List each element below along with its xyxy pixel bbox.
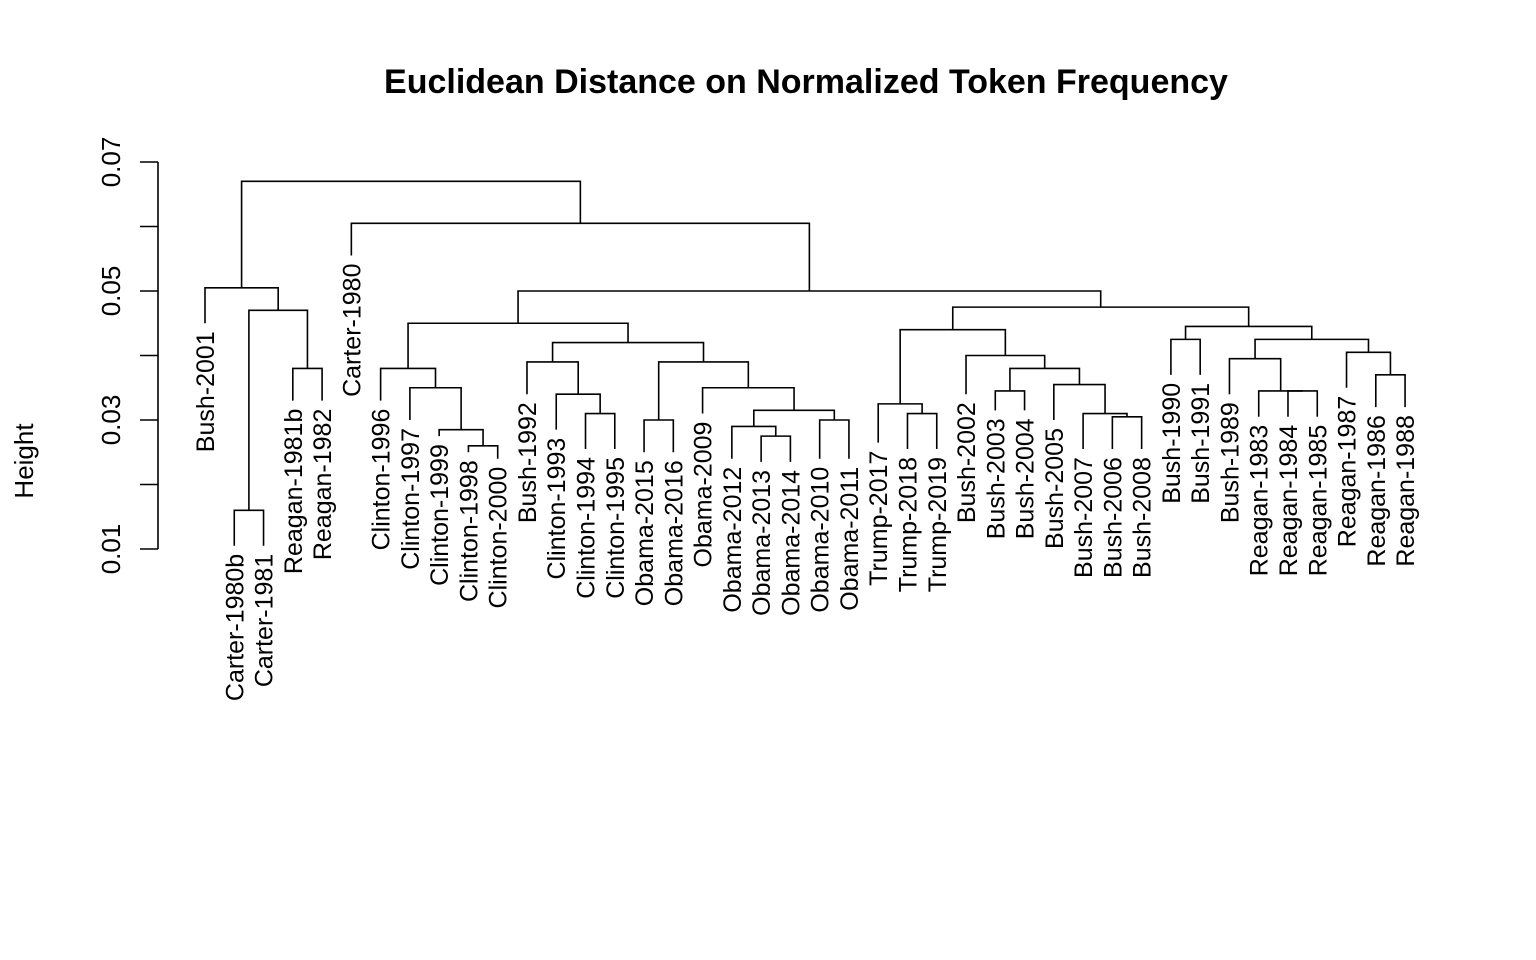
leaf-label: Clinton-1994 [573, 457, 601, 599]
leaf-label: Reagan-1986 [1363, 415, 1391, 567]
merge-link [1254, 338, 1370, 359]
leaf-label: Clinton-1993 [543, 438, 571, 580]
leaf-label: Reagan-1988 [1392, 415, 1420, 567]
leaf-label: Clinton-1996 [368, 409, 396, 551]
merge-link [1170, 338, 1201, 375]
leaf-label: Bush-2002 [953, 402, 981, 523]
merge-link [526, 361, 579, 395]
leaf-label: Bush-2007 [1070, 457, 1098, 578]
merge-link [1184, 325, 1313, 340]
leaf-label: Trump-2017 [865, 451, 893, 586]
y-tick-label: 0.03 [96, 395, 126, 446]
merge-link [1345, 351, 1392, 388]
merge-link [204, 286, 279, 324]
leaf-label: Bush-1990 [1158, 383, 1186, 504]
y-axis: 0.01 0.03 0.05 0.07 [96, 137, 159, 575]
merge-link [1009, 367, 1081, 391]
leaf-label: Carter-1981 [251, 554, 279, 687]
leaf-label: Clinton-1998 [455, 460, 483, 602]
leaf-label: Bush-1992 [514, 402, 542, 523]
leaf-label: Bush-2005 [1041, 428, 1069, 549]
leaf-label: Obama-2009 [690, 422, 718, 568]
merge-link [467, 445, 499, 459]
leaf-label: Bush-1989 [1216, 402, 1244, 523]
merge-link [555, 393, 601, 430]
merge-link [994, 390, 1026, 411]
leaf-label: Clinton-1997 [397, 428, 425, 570]
merge-link [818, 419, 850, 459]
merge-link [1228, 357, 1282, 395]
y-tick-label: 0.07 [96, 137, 126, 188]
leaf-label: Bush-2004 [1012, 418, 1040, 539]
dendrogram-links [204, 180, 1406, 546]
leaf-label: Reagan-1984 [1275, 425, 1303, 577]
merge-link [551, 341, 705, 362]
leaf-label: Trump-2018 [894, 457, 922, 592]
merge-link [877, 403, 923, 443]
leaf-label: Clinton-2000 [485, 467, 513, 609]
leaf-label: Trump-2019 [924, 457, 952, 592]
leaf-label: Bush-1991 [1187, 383, 1215, 504]
merge-link [731, 425, 777, 459]
leaf-label: Reagan-1983 [1246, 425, 1274, 577]
merge-link [643, 419, 675, 453]
y-tick-label: 0.05 [96, 266, 126, 317]
leaf-label: Obama-2012 [719, 467, 747, 613]
leaf-label: Reagan-1987 [1334, 396, 1362, 548]
merge-link [753, 409, 836, 427]
merge-link [584, 412, 616, 450]
leaf-label: Obama-2015 [631, 460, 659, 606]
leaf-label: Clinton-1999 [426, 444, 454, 586]
leaf-label: Reagan-1985 [1304, 425, 1332, 577]
leaf-label: Obama-2011 [836, 467, 864, 611]
leaf-label: Bush-2003 [982, 418, 1010, 539]
leaf-label: Obama-2010 [807, 467, 835, 613]
merge-link [1257, 390, 1303, 417]
leaf-label: Reagan-1982 [309, 409, 337, 561]
merge-link [965, 354, 1046, 395]
leaf-label: Obama-2016 [660, 460, 688, 606]
leaf-label: Bush-2001 [192, 331, 220, 452]
merge-link [379, 367, 437, 401]
leaf-label: Obama-2014 [777, 470, 805, 616]
merge-link [1082, 412, 1128, 450]
merge-link [350, 222, 811, 291]
y-tick-label: 0.01 [96, 524, 126, 575]
leaf-label: Reagan-1981b [280, 409, 308, 574]
chart-title: Euclidean Distance on Normalized Token F… [384, 63, 1228, 101]
merge-link [1375, 374, 1406, 408]
merge-link [657, 361, 750, 420]
merge-link [240, 180, 582, 288]
leaf-label: Bush-2008 [1129, 457, 1157, 578]
leaf-label: Obama-2013 [748, 470, 776, 616]
merge-link [233, 509, 265, 546]
leaf-label: Carter-1980b [221, 554, 249, 701]
leaf-label: Carter-1980 [338, 264, 366, 397]
merge-link [1287, 390, 1319, 417]
merge-link [438, 428, 484, 446]
merge-link [899, 328, 1007, 404]
leaf-label: Clinton-1995 [602, 457, 630, 599]
merge-link [292, 367, 323, 401]
merge-link [1111, 415, 1143, 450]
merge-link [906, 412, 938, 450]
leaf-label: Bush-2006 [1099, 457, 1127, 578]
merge-link [760, 435, 792, 462]
y-axis-label: Height [9, 423, 39, 499]
merge-link [409, 386, 462, 430]
merge-link [1053, 383, 1106, 420]
merge-link [407, 322, 629, 369]
